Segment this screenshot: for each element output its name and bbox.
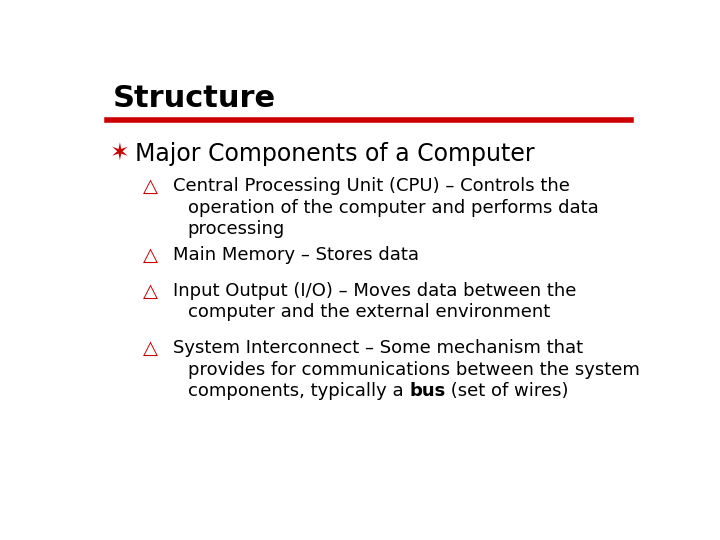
- Text: Input Output (I/O) – Moves data between the: Input Output (I/O) – Moves data between …: [173, 282, 576, 300]
- Text: processing: processing: [188, 220, 285, 238]
- Text: System Interconnect – Some mechanism that: System Interconnect – Some mechanism tha…: [173, 339, 582, 357]
- Text: Main Memory – Stores data: Main Memory – Stores data: [173, 246, 418, 264]
- Text: (set of wires): (set of wires): [445, 382, 569, 401]
- Text: computer and the external environment: computer and the external environment: [188, 303, 550, 321]
- Text: provides for communications between the system: provides for communications between the …: [188, 361, 639, 379]
- Text: ✶: ✶: [109, 141, 130, 166]
- Text: △: △: [143, 282, 158, 301]
- Text: △: △: [143, 339, 158, 358]
- Text: bus: bus: [409, 382, 445, 401]
- Text: components, typically a: components, typically a: [188, 382, 409, 401]
- Text: operation of the computer and performs data: operation of the computer and performs d…: [188, 199, 598, 217]
- Text: Major Components of a Computer: Major Components of a Computer: [135, 141, 534, 166]
- Text: Central Processing Unit (CPU) – Controls the: Central Processing Unit (CPU) – Controls…: [173, 177, 570, 195]
- Text: △: △: [143, 246, 158, 265]
- Text: Structure: Structure: [112, 84, 276, 112]
- Text: △: △: [143, 177, 158, 196]
